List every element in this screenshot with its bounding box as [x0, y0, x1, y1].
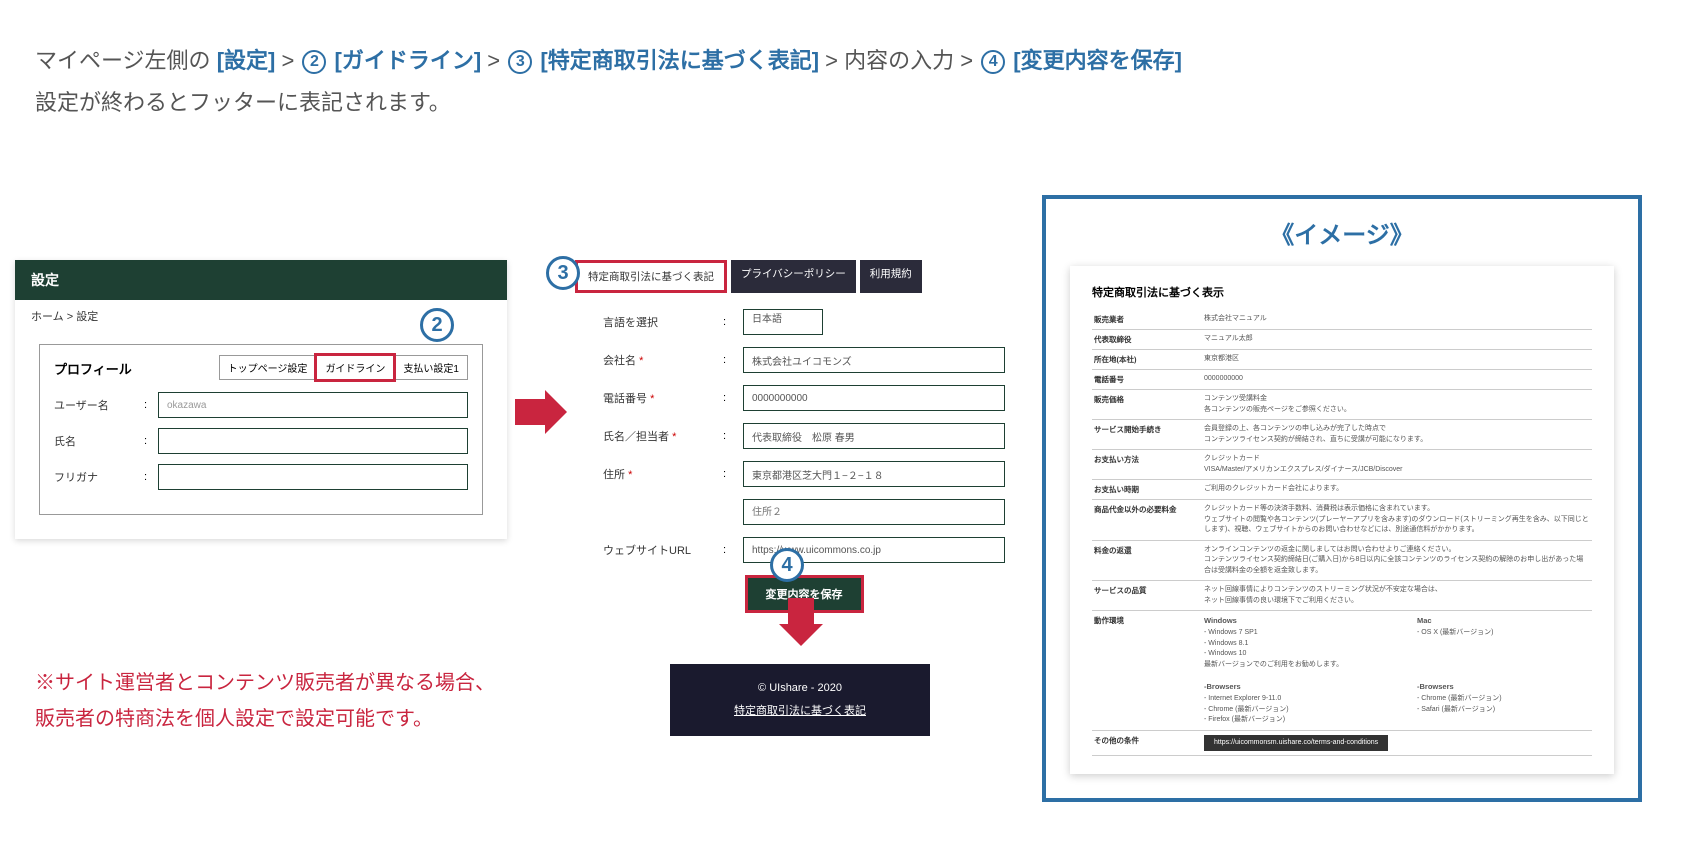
tab-terms[interactable]: 利用規約 — [860, 260, 922, 293]
table-val: 東京都港区 — [1202, 350, 1592, 370]
person-label: 氏名／担当者 * — [603, 428, 723, 444]
tab-tokusho[interactable]: 特定商取引法に基づく表記 — [575, 260, 727, 293]
other-label: その他の条件 — [1092, 730, 1202, 756]
tab-guideline[interactable]: ガイドライン — [314, 353, 396, 382]
step-badge-3: 3 — [508, 50, 532, 74]
table-key: 商品代金以外の必要料金 — [1092, 500, 1202, 541]
table-val: ネット回線事情によりコンテンツのストリーミング状況が不安定な場合は、 ネット回線… — [1202, 581, 1592, 611]
table-key: サービスの品質 — [1092, 581, 1202, 611]
table-key: 販売価格 — [1092, 390, 1202, 420]
table-val: クレジットカード VISA/Master/アメリカンエクスプレス/ダイナース/J… — [1202, 450, 1592, 480]
footer-preview: © UIshare - 2020 特定商取引法に基づく表記 — [670, 664, 930, 736]
table-val: マニュアル太郎 — [1202, 330, 1592, 350]
settings-panel: 設定 ホーム > 設定 プロフィール トップページ設定 ガイドライン 支払い設定… — [15, 260, 507, 539]
badge-3: 3 — [546, 256, 580, 290]
table-val: 会員登録の上、各コンテンツの申し込みが完了した時点で コンテンツライセンス契約が… — [1202, 420, 1592, 450]
user-label: ユーザー名 — [54, 397, 144, 413]
tel-input[interactable] — [743, 385, 1005, 411]
addr2-input[interactable] — [743, 499, 1005, 525]
user-input[interactable] — [158, 392, 468, 418]
terms-url[interactable]: https://uicommonsm.uishare.co/terms-and-… — [1204, 735, 1388, 752]
table-val: オンラインコンテンツの返金に関しましてはお問い合わせよりご連絡ください。 コンテ… — [1202, 540, 1592, 581]
table-val: ご利用のクレジットカード会社によります。 — [1202, 480, 1592, 500]
step-badge-2: 2 — [302, 50, 326, 74]
person-input[interactable] — [743, 423, 1005, 449]
preview-table: 販売業者株式会社マニュアル代表取締役マニュアル太郎所在地(本社)東京都港区電話番… — [1092, 310, 1592, 611]
table-key: 代表取締役 — [1092, 330, 1202, 350]
url-label: ウェブサイトURL — [603, 542, 723, 558]
footer-copy: © UIshare - 2020 — [680, 682, 920, 694]
table-key: 所在地(本社) — [1092, 350, 1202, 370]
step-badge-4: 4 — [981, 50, 1005, 74]
note-text: ※サイト運営者とコンテンツ販売者が異なる場合、 販売者の特商法を個人設定で設定可… — [35, 665, 495, 737]
table-key: サービス開始手続き — [1092, 420, 1202, 450]
tab-payment[interactable]: 支払い設定1 — [394, 355, 468, 380]
lang-label: 言語を選択 — [603, 314, 723, 330]
name-input[interactable] — [158, 428, 468, 454]
table-key: 販売業者 — [1092, 310, 1202, 330]
preview-title: 《イメージ》 — [1070, 215, 1614, 250]
preview-doc-title: 特定商取引法に基づく表示 — [1092, 284, 1592, 300]
footer-link[interactable]: 特定商取引法に基づく表記 — [680, 702, 920, 718]
company-label: 会社名 * — [603, 352, 723, 368]
table-key: お支払い時期 — [1092, 480, 1202, 500]
lang-select[interactable]: 日本語 — [743, 309, 823, 335]
badge-2: 2 — [420, 308, 454, 342]
badge-4: 4 — [770, 548, 804, 582]
furigana-input[interactable] — [158, 464, 468, 490]
instruction-text: マイページ左側の [設定] > 2 [ガイドライン] > 3 [特定商取引法に基… — [35, 40, 1182, 124]
addr-input[interactable] — [743, 461, 1005, 487]
profile-box: プロフィール トップページ設定 ガイドライン 支払い設定1 ユーザー名 : 氏名… — [39, 344, 483, 515]
company-input[interactable] — [743, 347, 1005, 373]
furigana-label: フリガナ — [54, 469, 144, 485]
tel-label: 電話番号 * — [603, 390, 723, 406]
table-key: お支払い方法 — [1092, 450, 1202, 480]
table-val: 0000000000 — [1202, 370, 1592, 390]
table-val: 株式会社マニュアル — [1202, 310, 1592, 330]
preview-panel: 《イメージ》 特定商取引法に基づく表示 販売業者株式会社マニュアル代表取締役マニ… — [1042, 195, 1642, 802]
table-val: コンテンツ受講料金 各コンテンツの販売ページをご参照ください。 — [1202, 390, 1592, 420]
addr-label: 住所 * — [603, 466, 723, 482]
table-key: 料金の返還 — [1092, 540, 1202, 581]
env-label: 動作環境 — [1092, 611, 1202, 730]
name-label: 氏名 — [54, 433, 144, 449]
table-key: 電話番号 — [1092, 370, 1202, 390]
settings-header: 設定 — [15, 260, 507, 300]
preview-document: 特定商取引法に基づく表示 販売業者株式会社マニュアル代表取締役マニュアル太郎所在… — [1070, 266, 1614, 774]
tab-toppage[interactable]: トップページ設定 — [219, 355, 317, 380]
tab-privacy[interactable]: プライバシーポリシー — [731, 260, 856, 293]
table-val: クレジットカード等の決済手数料、消費税は表示価格に含まれています。 ウェブサイト… — [1202, 500, 1592, 541]
